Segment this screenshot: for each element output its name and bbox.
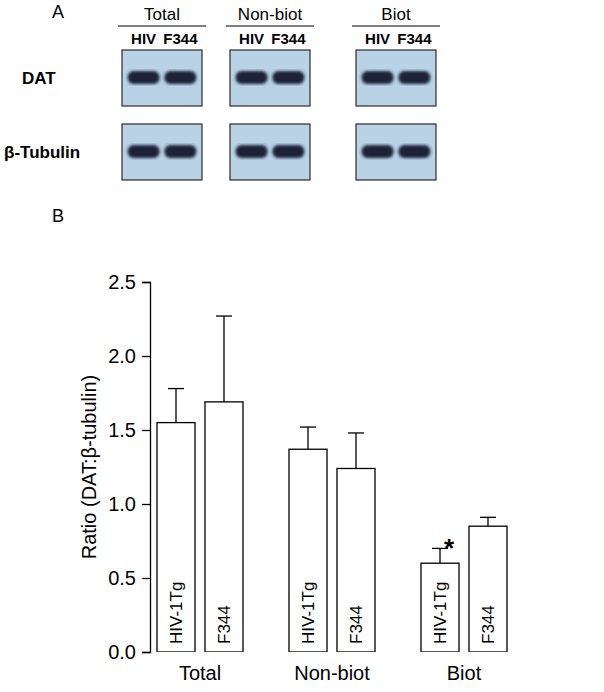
- bar-series-label: HIV-1Tg: [167, 582, 186, 644]
- panel-label: B: [52, 206, 64, 226]
- bar: [469, 526, 507, 652]
- plot-area: [157, 316, 507, 652]
- error-bar: [307, 427, 308, 449]
- annotation: *: [444, 533, 455, 563]
- group-underline: [352, 26, 440, 27]
- y-axis-title: Ratio (DAT:β-tubulin): [78, 375, 100, 560]
- x-tick-label: Total: [179, 662, 221, 684]
- bar-series-label: F344: [479, 605, 498, 644]
- group-title: Non-biot: [238, 5, 303, 24]
- error-cap: [480, 517, 496, 518]
- panel-a: A DAT β-Tubulin Total HIV F344 Non-biot HIV F344…: [4, 2, 440, 180]
- error-cap: [216, 315, 232, 316]
- lane-label: HIV: [365, 30, 390, 47]
- lane-label: HIV: [131, 30, 156, 47]
- y-tick-label: 0.0: [108, 641, 136, 663]
- y-tick: 2.0: [108, 345, 150, 367]
- y-tick-label: 1.5: [108, 419, 136, 441]
- bar: [289, 449, 327, 652]
- blot-band: [164, 71, 196, 84]
- y-tick: 1.5: [108, 419, 150, 441]
- blot-frame: [230, 50, 310, 106]
- bar-series-label: HIV-1Tg: [431, 582, 450, 644]
- y-tick-mark: [142, 282, 150, 283]
- bar-texts: HIV-1Tg HIV-1Tg HIV-1Tg F344 F344 F344 *: [167, 533, 498, 644]
- y-tick-label: 1.0: [108, 493, 136, 515]
- y-tick-label: 2.5: [108, 271, 136, 293]
- blot-band: [398, 71, 430, 84]
- blot-band: [362, 71, 394, 84]
- error-bar: [487, 517, 488, 526]
- row-label: β-Tubulin: [4, 143, 80, 162]
- lane-label: HIV: [239, 30, 264, 47]
- y-tick-mark: [142, 652, 150, 653]
- y-tick: 0.0: [108, 641, 150, 663]
- blot-band: [236, 145, 268, 158]
- blot-band: [398, 145, 430, 158]
- x-tick: Non-biot: [294, 652, 370, 684]
- group-title: Total: [144, 5, 180, 24]
- y-tick-mark: [142, 430, 150, 431]
- lane-label: F344: [397, 30, 432, 47]
- bar: [157, 423, 195, 652]
- panel-b: B 0.0 0.5 1.0 1.5 2.0 2.5 Ratio (DAT:β-tubulin)…: [52, 206, 507, 684]
- lane-label: F344: [271, 30, 306, 47]
- y-axis-line: [142, 283, 151, 653]
- x-axis: Total Non-biot Biot: [179, 652, 482, 684]
- x-tick: Biot: [447, 652, 482, 684]
- panel-label: A: [52, 2, 64, 22]
- group-underline: [118, 26, 206, 27]
- error-cap: [168, 388, 184, 389]
- blot-frame: [230, 124, 310, 180]
- blot-band: [362, 145, 394, 158]
- error-cap: [348, 432, 364, 433]
- bar: [337, 468, 375, 652]
- blot-band: [128, 145, 160, 158]
- blot-band: [272, 71, 304, 84]
- blot-band: [272, 145, 304, 158]
- group-title: Biot: [381, 5, 411, 24]
- x-tick-label: Non-biot: [294, 662, 370, 684]
- figure: A DAT β-Tubulin Total HIV F344 Non-biot HIV F344…: [0, 0, 604, 692]
- blot-frame: [356, 124, 436, 180]
- blot-band: [128, 71, 160, 84]
- y-tick-mark: [142, 578, 150, 579]
- blot-band: [164, 145, 196, 158]
- y-tick-label: 2.0: [108, 345, 136, 367]
- row-label: DAT: [22, 69, 56, 88]
- y-tick: 2.5: [108, 271, 150, 293]
- blot-frame: [122, 50, 202, 106]
- bar: [205, 402, 243, 652]
- y-tick: 0.5: [108, 567, 150, 589]
- blot-frame: [122, 124, 202, 180]
- bar: [421, 563, 459, 652]
- error-bar: [439, 548, 440, 563]
- error-bar: [355, 433, 356, 469]
- error-bar: [175, 389, 176, 423]
- lane-label: F344: [163, 30, 198, 47]
- group-underline: [226, 26, 314, 27]
- x-tick: Total: [179, 652, 221, 684]
- bar-series-label: HIV-1Tg: [299, 582, 318, 644]
- blot-frame: [356, 50, 436, 106]
- error-cap: [300, 426, 316, 427]
- y-tick-label: 0.5: [108, 567, 136, 589]
- bar-series-label: F344: [215, 605, 234, 644]
- y-tick-mark: [142, 504, 150, 505]
- bar-series-label: F344: [347, 605, 366, 644]
- x-tick-label: Biot: [447, 662, 482, 684]
- y-tick-mark: [142, 356, 150, 357]
- blot-band: [236, 71, 268, 84]
- y-tick: 1.0: [108, 493, 150, 515]
- error-bar: [223, 316, 224, 402]
- y-axis: 0.0 0.5 1.0 1.5 2.0 2.5: [108, 271, 150, 663]
